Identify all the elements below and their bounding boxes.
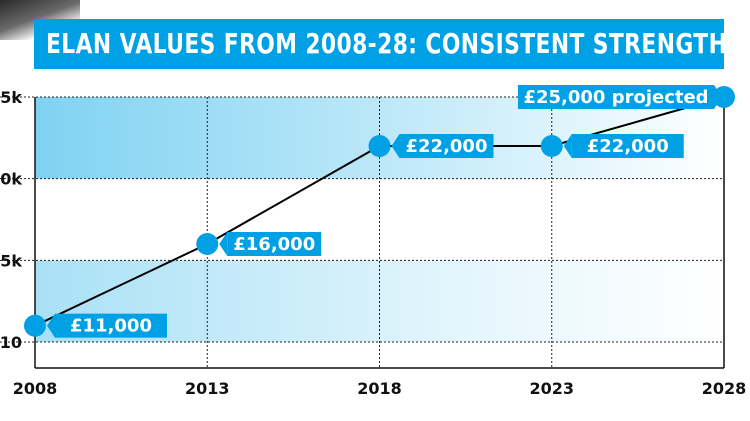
data-label-box: [399, 134, 494, 158]
data-label: £25,000 projected: [523, 87, 708, 108]
data-label: £16,000: [233, 234, 315, 255]
data-labels: £11,000 £16,000 £22,000 £22,000 £25,000 proj…: [47, 85, 722, 338]
data-label-box: [571, 134, 684, 158]
series-line: [24, 86, 735, 337]
data-point: [368, 135, 391, 157]
data-label-pointer: [391, 134, 400, 158]
page-title: ELAN VALUES FROM 2008-28: CONSISTENT STR…: [46, 27, 728, 60]
data-label: £22,000: [587, 136, 669, 157]
data-point: [540, 135, 563, 157]
y-tick-label: £10: [0, 333, 22, 352]
data-label: £11,000: [70, 316, 152, 337]
x-tick-label: 2018: [357, 379, 402, 398]
data-label-pointer: [47, 313, 55, 338]
x-tick-label: 2028: [702, 379, 747, 398]
y-tick-label: 0k: [0, 170, 22, 189]
data-label-pointer: [714, 85, 722, 109]
data-label-box: [55, 313, 167, 338]
data-label: £22,000: [406, 136, 488, 157]
data-label-pointer: [219, 232, 228, 256]
tick-labels: £10 5k 0k 5k 2008 2013 2018 2023 2028: [0, 88, 746, 398]
data-label-pointer: [563, 134, 572, 158]
x-tick-label: 2008: [13, 379, 58, 398]
x-tick-label: 2013: [185, 379, 230, 398]
data-label-box: [518, 85, 714, 109]
data-point: [713, 86, 735, 108]
data-point: [24, 314, 46, 337]
y-tick-label: 5k: [0, 88, 22, 107]
x-tick-label: 2023: [529, 379, 574, 398]
data-label-box: [227, 232, 322, 256]
title-banner: [34, 19, 724, 69]
y-tick-label: 5k: [0, 251, 22, 270]
data-point: [196, 233, 219, 255]
